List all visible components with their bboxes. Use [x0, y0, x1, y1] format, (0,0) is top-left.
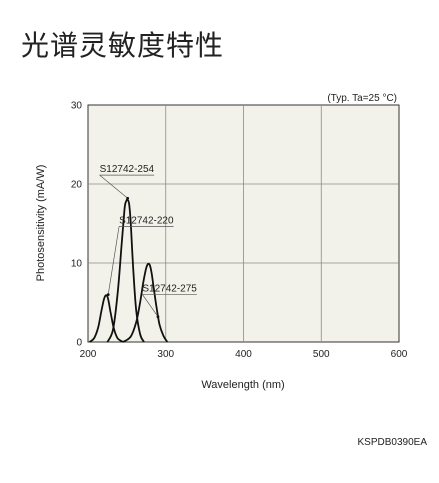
x-tick-label: 600	[391, 349, 408, 360]
series-label-leader	[99, 174, 128, 199]
series-label: S12742-275	[142, 283, 197, 294]
y-tick-label: 10	[71, 259, 83, 270]
page-title: 光谱灵敏度特性	[21, 29, 225, 62]
series-label-pointer	[106, 293, 110, 296]
x-tick-label: 400	[235, 349, 252, 360]
series-label-leader	[142, 294, 159, 317]
x-axis-label: Wavelength (nm)	[201, 379, 284, 391]
conditions-note: (Typ. Ta=25 °C)	[327, 93, 397, 104]
series-line-s12742-254	[106, 198, 145, 343]
series-label-pointer	[156, 315, 160, 319]
x-tick-label: 300	[157, 349, 174, 360]
y-tick-label: 20	[71, 180, 83, 191]
x-tick-label: 500	[313, 349, 330, 360]
x-tick-label: 200	[80, 349, 97, 360]
series-line-s12742-220	[88, 294, 124, 343]
series-line-s12742-275	[122, 262, 169, 343]
series-label: S12742-254	[100, 164, 155, 175]
y-axis-label: Photosensitivity (mA/W)	[35, 165, 47, 282]
series-label-leader	[107, 226, 120, 295]
y-tick-label: 0	[76, 338, 82, 349]
series-label-pointer	[126, 196, 130, 200]
document-code: KSPDB0390EA	[357, 437, 428, 448]
y-tick-label: 30	[71, 101, 83, 112]
series-label: S12742-220	[119, 216, 174, 227]
